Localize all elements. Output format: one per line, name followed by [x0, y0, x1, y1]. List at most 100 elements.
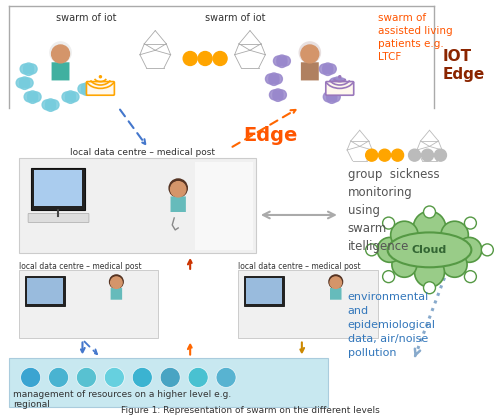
Circle shape	[366, 244, 378, 256]
Circle shape	[183, 52, 197, 65]
Circle shape	[333, 77, 342, 87]
Circle shape	[20, 64, 30, 74]
Circle shape	[20, 79, 30, 89]
Circle shape	[266, 74, 276, 84]
FancyBboxPatch shape	[26, 278, 63, 304]
Circle shape	[188, 367, 208, 387]
Circle shape	[424, 282, 436, 294]
Text: local data centre – medical post: local data centre – medical post	[18, 262, 142, 271]
Circle shape	[336, 78, 346, 88]
Circle shape	[320, 64, 330, 74]
Text: group  sickness
monitoring
using
swarm
itelligence: group sickness monitoring using swarm it…	[348, 168, 440, 253]
Circle shape	[100, 76, 102, 78]
Text: Cloud: Cloud	[412, 245, 447, 255]
Circle shape	[16, 78, 26, 88]
Circle shape	[50, 42, 71, 63]
Circle shape	[46, 99, 56, 109]
FancyBboxPatch shape	[34, 170, 82, 206]
Circle shape	[377, 237, 402, 262]
Circle shape	[110, 275, 123, 289]
Circle shape	[52, 45, 70, 63]
Circle shape	[269, 73, 279, 83]
Circle shape	[62, 92, 72, 102]
Circle shape	[434, 149, 446, 161]
Circle shape	[78, 84, 88, 94]
FancyBboxPatch shape	[18, 158, 256, 253]
FancyBboxPatch shape	[8, 357, 328, 407]
Circle shape	[464, 271, 476, 283]
Circle shape	[280, 56, 290, 66]
Circle shape	[20, 367, 40, 387]
Circle shape	[330, 92, 340, 102]
Circle shape	[104, 367, 124, 387]
Circle shape	[442, 252, 467, 277]
Text: management of resources on a higher level e.g.
regional: management of resources on a higher leve…	[12, 390, 231, 409]
FancyBboxPatch shape	[330, 288, 342, 300]
Circle shape	[216, 367, 236, 387]
Circle shape	[414, 257, 444, 287]
FancyBboxPatch shape	[301, 62, 319, 80]
Circle shape	[378, 149, 390, 161]
Circle shape	[76, 367, 96, 387]
Circle shape	[330, 78, 340, 88]
Text: swarm of iot: swarm of iot	[56, 13, 116, 23]
Circle shape	[329, 275, 342, 289]
Text: local data centre – medical post: local data centre – medical post	[238, 262, 360, 271]
Circle shape	[66, 93, 76, 103]
Circle shape	[169, 179, 188, 197]
Text: environmental
and
epidemiological
data, air/noise
pollution: environmental and epidemiological data, …	[348, 292, 436, 358]
FancyBboxPatch shape	[24, 276, 64, 306]
Circle shape	[42, 100, 52, 110]
Circle shape	[392, 149, 404, 161]
Circle shape	[277, 55, 287, 65]
Circle shape	[24, 65, 34, 75]
Circle shape	[82, 85, 92, 95]
Circle shape	[48, 367, 68, 387]
Circle shape	[69, 92, 79, 102]
Circle shape	[276, 90, 286, 100]
Circle shape	[274, 56, 283, 66]
Text: local data centre – medical post: local data centre – medical post	[70, 148, 216, 157]
Circle shape	[414, 211, 446, 244]
Circle shape	[457, 237, 482, 262]
Circle shape	[408, 149, 420, 161]
Text: swarm of
assisted living
patients e.g.
LTCF: swarm of assisted living patients e.g. L…	[378, 13, 452, 62]
Circle shape	[23, 78, 33, 88]
Text: IOT
Edge: IOT Edge	[442, 49, 484, 82]
Circle shape	[49, 100, 59, 110]
Text: Edge: Edge	[243, 126, 297, 145]
Circle shape	[338, 76, 341, 78]
FancyBboxPatch shape	[195, 162, 253, 250]
Circle shape	[382, 271, 394, 283]
Circle shape	[333, 79, 342, 89]
Circle shape	[110, 277, 122, 289]
Text: swarm of iot: swarm of iot	[205, 13, 266, 23]
Circle shape	[213, 52, 227, 65]
Circle shape	[20, 77, 30, 87]
Circle shape	[198, 52, 212, 65]
FancyBboxPatch shape	[326, 82, 353, 95]
Circle shape	[482, 244, 494, 256]
Circle shape	[441, 221, 468, 249]
Text: Figure 1: Representation of swarm on the different levels: Figure 1: Representation of swarm on the…	[120, 406, 380, 415]
Circle shape	[382, 217, 394, 229]
Circle shape	[85, 84, 95, 94]
Circle shape	[301, 45, 319, 63]
Circle shape	[160, 367, 180, 387]
Circle shape	[272, 74, 282, 84]
Circle shape	[46, 101, 56, 111]
Circle shape	[66, 91, 76, 101]
Circle shape	[392, 252, 417, 277]
Circle shape	[269, 75, 279, 85]
Circle shape	[132, 367, 152, 387]
Circle shape	[273, 89, 283, 99]
Circle shape	[327, 93, 337, 103]
Circle shape	[270, 90, 280, 100]
Circle shape	[27, 64, 37, 74]
FancyBboxPatch shape	[170, 196, 186, 212]
Circle shape	[390, 221, 418, 249]
FancyBboxPatch shape	[30, 168, 86, 210]
Circle shape	[28, 93, 38, 103]
FancyBboxPatch shape	[110, 288, 122, 300]
Circle shape	[24, 92, 34, 102]
